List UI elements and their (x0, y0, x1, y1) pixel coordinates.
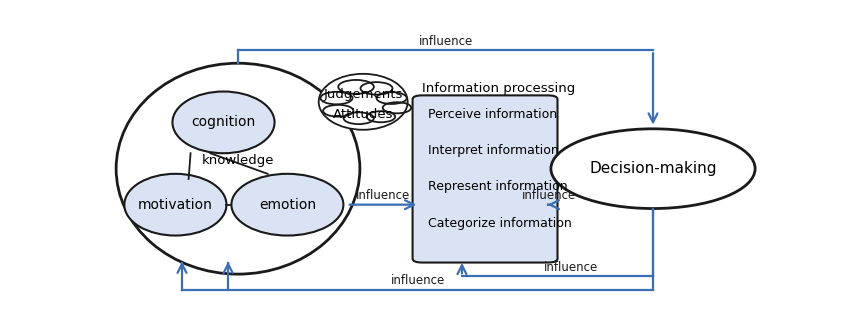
Circle shape (551, 129, 755, 208)
Text: knowledge: knowledge (201, 154, 275, 167)
Circle shape (366, 111, 395, 122)
Ellipse shape (116, 63, 360, 274)
Circle shape (382, 102, 411, 113)
Text: Information processing: Information processing (422, 82, 575, 96)
Text: influence: influence (522, 189, 576, 202)
Circle shape (343, 112, 374, 124)
Text: Interpret information: Interpret information (428, 144, 558, 157)
Ellipse shape (231, 174, 343, 235)
Text: emotion: emotion (259, 198, 316, 212)
Ellipse shape (124, 174, 226, 235)
Text: influence: influence (543, 261, 598, 274)
Text: influence: influence (356, 189, 410, 202)
Ellipse shape (173, 92, 275, 153)
Circle shape (360, 82, 393, 95)
Text: Categorize information: Categorize information (428, 217, 571, 230)
Circle shape (320, 92, 353, 104)
Text: cognition: cognition (191, 115, 256, 129)
Text: Attitudes: Attitudes (333, 108, 394, 121)
FancyBboxPatch shape (412, 96, 558, 263)
Ellipse shape (319, 74, 408, 130)
Text: Represent information: Represent information (428, 180, 567, 193)
Circle shape (377, 92, 407, 104)
Text: motivation: motivation (138, 198, 212, 212)
Circle shape (323, 105, 354, 117)
Text: Perceive information: Perceive information (428, 108, 557, 121)
Text: influence: influence (390, 275, 445, 288)
Circle shape (338, 80, 374, 94)
Text: Decision-making: Decision-making (589, 161, 717, 176)
Text: Judgements: Judgements (324, 88, 403, 101)
Text: influence: influence (418, 35, 473, 48)
